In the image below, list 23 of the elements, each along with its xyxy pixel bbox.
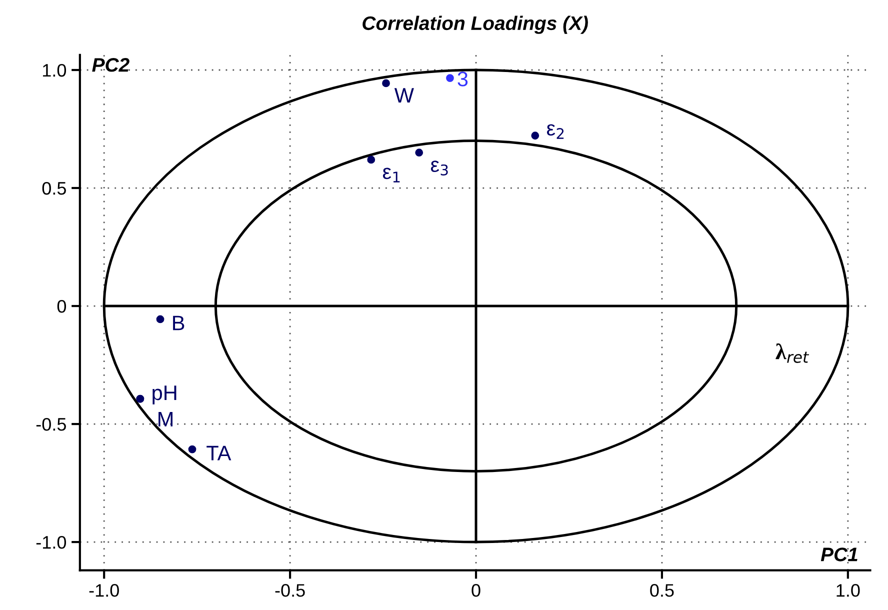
series-label: M bbox=[158, 412, 172, 426]
series-label: ε$_{2}$ bbox=[546, 124, 564, 139]
series-label: ε$_{1}$ bbox=[382, 168, 400, 182]
x-tick-label: -1.0 bbox=[89, 584, 119, 597]
y-axis-title: PC2 bbox=[92, 58, 130, 72]
series-label: B bbox=[173, 316, 184, 330]
x-axis-title: PC1 bbox=[820, 548, 858, 562]
y-tick-label: 0 bbox=[57, 300, 66, 313]
y-tick-label: 0.5 bbox=[42, 182, 66, 195]
y-tick-label: 1.0 bbox=[43, 64, 66, 77]
series-label: TA bbox=[206, 446, 232, 460]
x-tick-label: 0 bbox=[472, 584, 480, 597]
y-tick-label: -1.0 bbox=[36, 536, 66, 549]
x-tick-label: 1.0 bbox=[836, 584, 860, 597]
x-tick-label: -0.5 bbox=[275, 584, 305, 597]
series-label: pH bbox=[152, 386, 176, 404]
annotation: λ$_{ret}$ bbox=[776, 343, 810, 363]
series-label: 3 bbox=[458, 72, 468, 86]
y-tick-label: -0.5 bbox=[36, 418, 66, 431]
series-label: W bbox=[394, 88, 414, 102]
chart-title: Correlation Loadings (X) bbox=[362, 16, 588, 34]
series-label: ε$_{3}$ bbox=[430, 160, 448, 176]
x-tick-label: 0.5 bbox=[650, 584, 674, 597]
